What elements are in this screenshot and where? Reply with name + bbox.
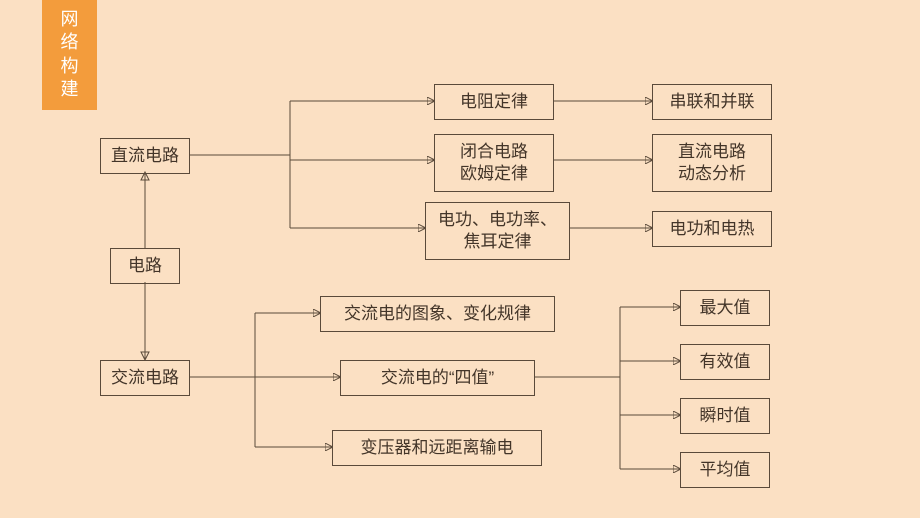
badge-line2: 构建 xyxy=(52,55,87,102)
node-dc: 直流电路 xyxy=(100,138,190,174)
node-dc_ar: 串联和并联 xyxy=(652,84,772,120)
node-dc_b: 闭合电路 欧姆定律 xyxy=(434,134,554,192)
node-ac_a: 交流电的图象、变化规律 xyxy=(320,296,555,332)
node-v_max: 最大值 xyxy=(680,290,770,326)
badge-line1: 网络 xyxy=(52,8,87,55)
node-v_avg: 平均值 xyxy=(680,452,770,488)
node-root: 电路 xyxy=(110,248,180,284)
node-v_rms: 有效值 xyxy=(680,344,770,380)
node-ac_c: 变压器和远距离输电 xyxy=(332,430,542,466)
node-dc_c: 电功、电功率、 焦耳定律 xyxy=(425,202,570,260)
node-dc_a: 电阻定律 xyxy=(434,84,554,120)
node-v_inst: 瞬时值 xyxy=(680,398,770,434)
node-dc_br: 直流电路 动态分析 xyxy=(652,134,772,192)
node-dc_cr: 电功和电热 xyxy=(652,211,772,247)
node-ac: 交流电路 xyxy=(100,360,190,396)
node-ac_b: 交流电的“四值” xyxy=(340,360,535,396)
title-badge: 网络 构建 xyxy=(42,0,97,110)
